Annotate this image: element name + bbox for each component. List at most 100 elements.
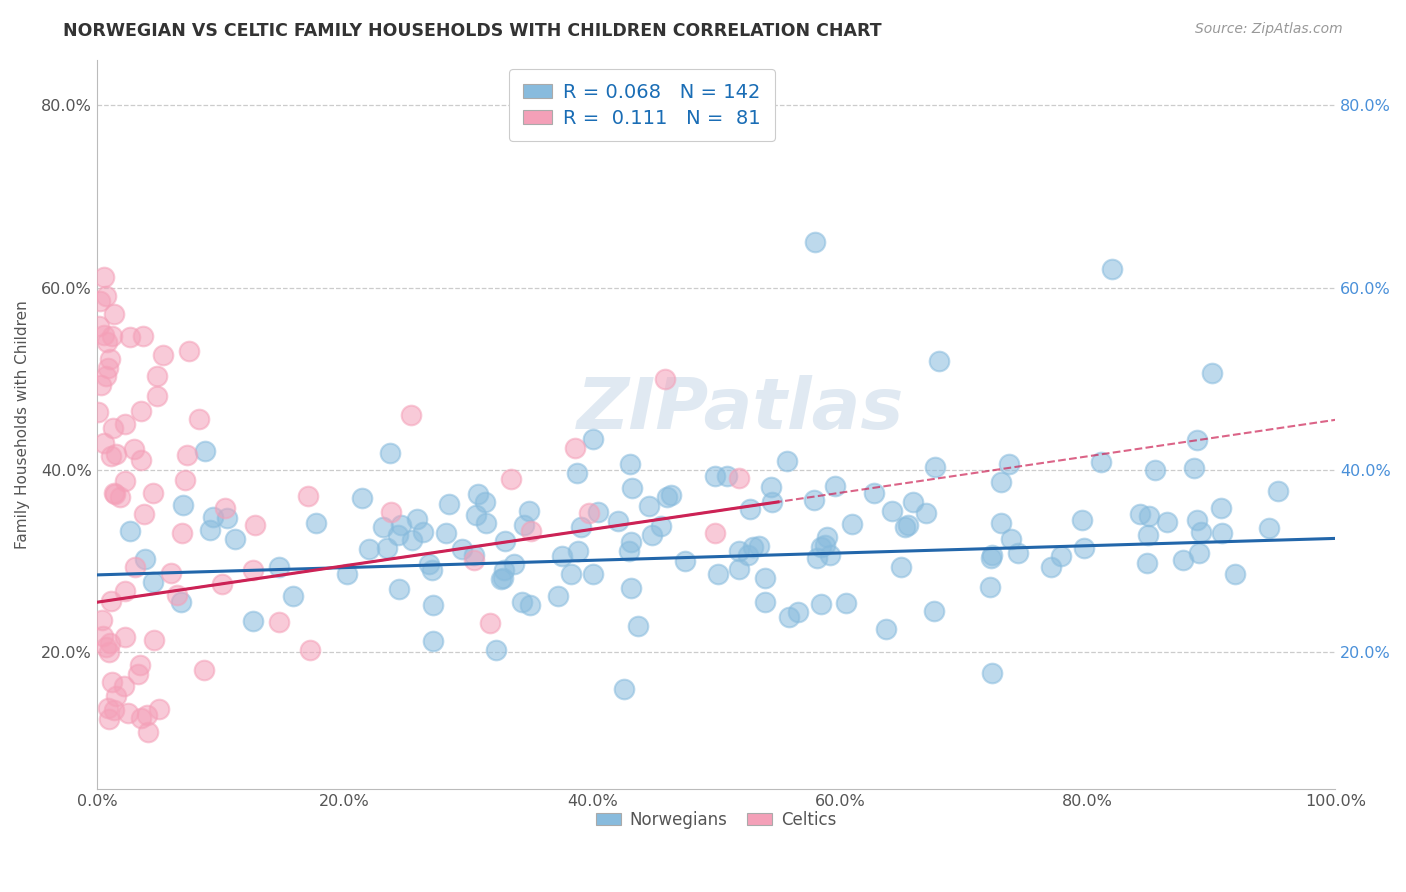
Point [520,524,543,538]
Point [174,474,197,488]
Point [91,630,114,644]
Point [1129,508,1152,522]
Point [586,505,609,519]
Point [98,636,121,650]
Point [108,490,131,504]
Point [478,615,501,630]
Point [388,582,411,597]
Point [1039,560,1062,574]
Point [915,506,938,520]
Point [619,457,641,471]
Point [824,479,846,493]
Point [1171,553,1194,567]
Point [475,516,498,530]
Point [467,487,489,501]
Point [1007,546,1029,560]
Point [903,494,925,508]
Point [145,369,167,384]
Point [103,703,125,717]
Point [269,615,291,629]
Point [269,559,291,574]
Point [357,541,380,556]
Point [759,480,782,494]
Point [1258,521,1281,535]
Point [707,566,730,581]
Point [1101,262,1123,277]
Point [803,493,825,508]
Point [761,495,783,509]
Point [489,573,512,587]
Point [389,517,412,532]
Point [463,553,485,567]
Point [193,663,215,677]
Point [170,526,193,541]
Point [101,421,124,435]
Legend: Norwegians, Celtics: Norwegians, Celtics [589,805,842,836]
Point [1000,532,1022,546]
Point [513,518,536,533]
Point [100,449,122,463]
Point [737,548,759,562]
Point [582,432,605,446]
Point [980,548,1002,562]
Point [727,562,749,576]
Point [336,566,359,581]
Point [215,511,238,525]
Point [412,525,434,540]
Point [673,554,696,568]
Point [728,471,751,485]
Point [90,378,112,392]
Point [214,501,236,516]
Point [551,549,574,563]
Point [704,526,727,541]
Point [451,541,474,556]
Point [114,474,136,488]
Point [124,442,146,456]
Text: Source: ZipAtlas.com: Source: ZipAtlas.com [1195,22,1343,37]
Point [564,441,586,455]
Point [776,453,799,467]
Point [654,372,676,386]
Point [152,348,174,362]
Point [96,289,118,303]
Point [387,528,409,542]
Point [177,344,200,359]
Point [519,504,541,518]
Point [998,457,1021,471]
Point [638,500,661,514]
Y-axis label: Family Households with Children: Family Households with Children [15,300,30,549]
Point [371,519,394,533]
Point [1073,541,1095,556]
Point [815,530,838,544]
Point [810,540,832,554]
Point [519,598,541,612]
Point [142,486,165,500]
Point [103,486,125,500]
Point [754,571,776,585]
Point [841,516,863,531]
Point [131,328,153,343]
Point [97,700,120,714]
Point [281,589,304,603]
Point [142,575,165,590]
Text: ZIPatlas: ZIPatlas [576,376,904,444]
Point [120,330,142,344]
Point [101,329,124,343]
Point [738,501,761,516]
Point [804,235,827,249]
Point [875,623,897,637]
Point [166,588,188,602]
Point [786,606,808,620]
Point [103,307,125,321]
Point [129,452,152,467]
Point [112,679,135,693]
Point [835,596,858,610]
Point [619,582,641,596]
Point [96,335,118,350]
Point [565,467,588,481]
Point [93,436,115,450]
Point [1050,549,1073,563]
Point [1189,524,1212,539]
Point [741,540,763,554]
Point [128,658,150,673]
